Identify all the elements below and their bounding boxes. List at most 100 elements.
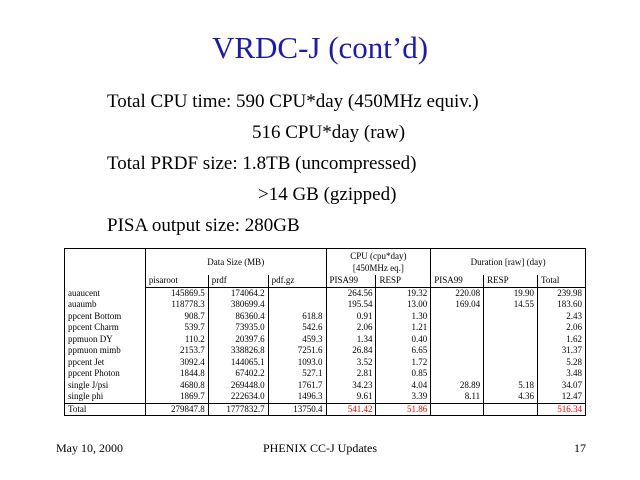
column-header: PISA99 [430,275,484,288]
table-cell: 1869.7 [144,391,209,403]
table-row: auaucent 145869.5 174064.2 264.56 19.32 220.0… [64,287,586,299]
table-row: ppcent Charm 539.7 73935.0 542.6 2.06 1.21 2.0… [64,322,586,334]
table-row: Total 279847.8 1777832.7 13750.4 541.42 51.86… [64,402,586,416]
table-cell: 3.39 [375,391,431,403]
table-cell: 118778.3 [144,299,209,311]
column-header: RESP [483,275,538,288]
table-cell [430,402,484,416]
header-cell [64,248,146,287]
table-cell: 28.89 [430,379,484,391]
table-cell: 542.6 [267,322,327,334]
table-cell: 26.84 [325,345,376,357]
table-cell: 2.06 [325,322,376,334]
bullet-text: Total PRDF size: 1.8TB (uncompressed) [107,153,417,174]
table-cell: 13.00 [375,299,431,311]
table-row: single J/psi 4680.8 269448.0 1761.7 34.23 4.0… [64,379,586,391]
row-label: ppcent Jet [64,356,146,368]
table-cell: 195.54 [325,299,376,311]
table-cell: 174064.2 [207,287,269,299]
table-cell: 51.86 [375,402,431,416]
table-cell: 2.81 [325,368,376,380]
table-cell: 1777832.7 [207,402,269,416]
table-cell: 279847.8 [144,402,209,416]
table-cell: 264.56 [325,287,376,299]
footer-title: PHENIX CC-J Updates [263,441,377,455]
table-cell: 73935.0 [207,322,269,334]
bullet-list: Total CPU time: 590 CPU*day (450MHz equi… [88,90,479,245]
table-cell: 169.04 [430,299,484,311]
table-cell: 1.62 [537,333,586,345]
table-cell: 269448.0 [207,379,269,391]
table-row: ppmuon mimb 2153.7 338826.8 7251.6 26.84 6.65… [64,345,586,357]
row-label: ppmuon mimb [64,345,146,357]
table-cell: 2153.7 [144,345,209,357]
table-cell: 1.21 [375,322,431,334]
table-cell: 459.3 [267,333,327,345]
row-label: ppmuon DY [64,333,146,345]
table-cell: 222634.0 [207,391,269,403]
table-cell: 338826.8 [207,345,269,357]
table-cell: 1093.0 [267,356,327,368]
table-cell: 13750.4 [267,402,327,416]
table-row: ppcent Jet 3092.4 144065.1 1093.0 3.52 1.72 5.… [64,356,586,368]
table-row: auaumb 118778.3 380699.4 195.54 13.00 169.04 1… [64,299,586,311]
group-header: Duration [raw] (day) [430,248,586,275]
bullet: 516 CPU*day (raw) [88,121,479,152]
bullet-text: Total CPU time: 590 CPU*day (450MHz equi… [107,91,479,112]
table-cell [267,287,327,299]
slide-title: VRDC-J (cont’d) [211,30,429,65]
table-cell: 3.48 [537,368,586,380]
table-cell: 9.61 [325,391,376,403]
table-cell: 0.40 [375,333,431,345]
table-cell: 1496.3 [267,391,327,403]
table-cell [430,310,484,322]
table-row: ppcent Photon 1844.8 67402.2 527.1 2.81 0.85 3… [64,368,586,380]
column-header: Total [537,275,586,288]
table-cell: 2.43 [537,310,586,322]
table-cell: 34.07 [537,379,586,391]
table-cell: 34.23 [325,379,376,391]
table-cell: 618.8 [267,310,327,322]
header-row: Data Size (MB) CPU (cpu*day) [450MHz eq.] D… [64,248,586,287]
table-row: ppcent Bottom 908.7 86360.4 618.8 0.91 1.30 2.… [64,310,586,322]
table-cell: 20397.6 [207,333,269,345]
bullet-text: PISA output size: 280GB [107,215,300,236]
table-cell: 3092.4 [144,356,209,368]
column-header: prdf [207,275,269,288]
table-cell: 3.52 [325,356,376,368]
table-cell: 239.98 [537,287,586,299]
header-row: pisaroot prdf pdf.gz PISA99 RESP PISA99 RESP To… [65,275,586,288]
table-cell: 6.65 [375,345,431,357]
footer-date: May 10, 2000 [56,441,123,455]
page-number: 17 [574,441,586,455]
row-label: ppcent Photon [64,368,146,380]
table-cell: 908.7 [144,310,209,322]
table-cell: 86360.4 [207,310,269,322]
table-cell: 67402.2 [207,368,269,380]
table-cell: 1844.8 [144,368,209,380]
row-label: ppcent Charm [64,322,146,334]
table-cell: 19.32 [375,287,431,299]
table-cell [483,368,538,380]
table-row: ppmuon DY 110.2 20397.6 459.3 1.34 0.40 1.62 [64,333,586,345]
table-cell: 2.06 [537,322,586,334]
table-cell: 1761.7 [267,379,327,391]
table-cell [483,333,538,345]
table-cell [430,368,484,380]
table-cell: 220.08 [430,287,484,299]
table-cell: 5.18 [483,379,538,391]
bullet: Total PRDF size: 1.8TB (uncompressed) [88,152,479,183]
column-header: RESP [375,275,431,288]
table-cell: 12.47 [537,391,586,403]
table-cell: 145869.5 [144,287,209,299]
table-cell [483,345,538,357]
table-cell: 516.34 [537,402,586,416]
table-cell [483,310,538,322]
table-cell [430,356,484,368]
column-header: pdf.gz [267,275,327,288]
table-cell [430,322,484,334]
table-cell: 4.36 [483,391,538,403]
row-label: single phi [64,391,146,403]
table-cell: 0.91 [325,310,376,322]
table-cell [430,345,484,357]
